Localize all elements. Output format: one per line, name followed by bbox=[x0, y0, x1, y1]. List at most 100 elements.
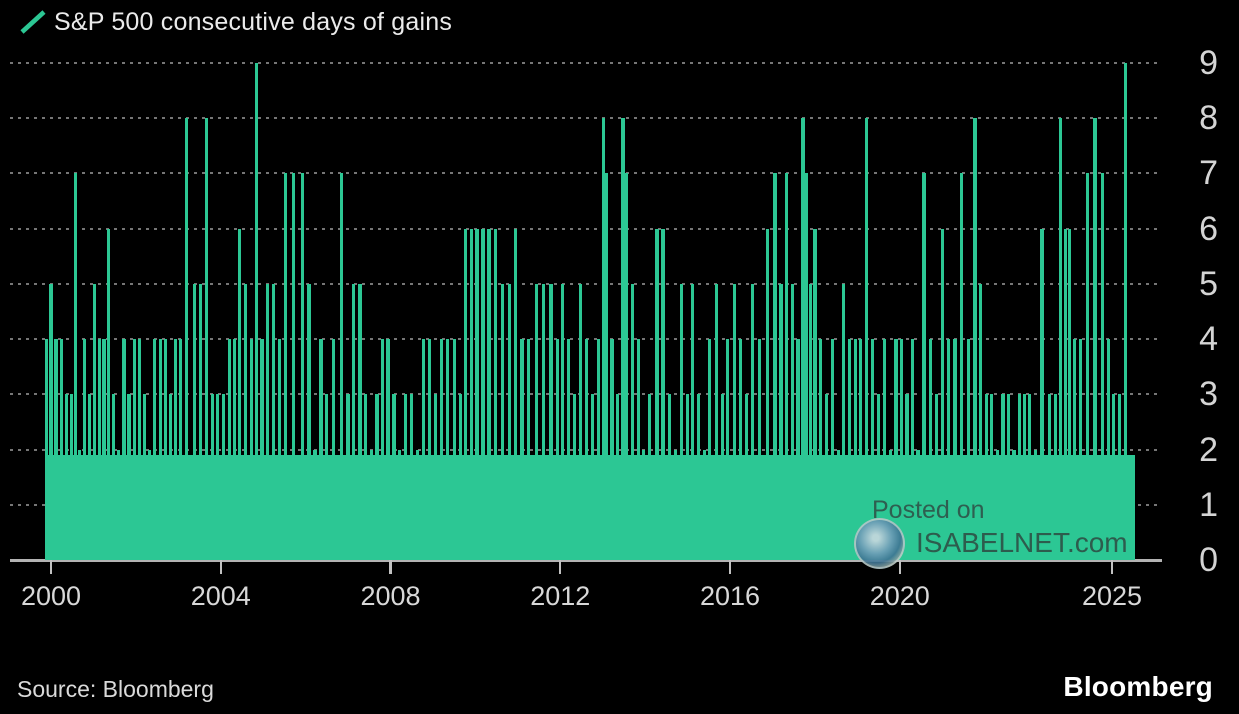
x-axis-label-2025: 2025 bbox=[1081, 581, 1143, 611]
bar bbox=[117, 449, 121, 560]
bar bbox=[934, 394, 938, 560]
bar bbox=[674, 449, 678, 560]
x-axis-label-2008: 2008 bbox=[360, 581, 421, 611]
x-axis-label-2012: 2012 bbox=[530, 581, 591, 611]
bar bbox=[494, 228, 498, 560]
bar bbox=[928, 339, 932, 560]
bar bbox=[192, 283, 197, 560]
y-axis-label-1: 1 bbox=[1199, 485, 1218, 524]
bar bbox=[610, 339, 614, 560]
bar bbox=[1053, 394, 1057, 560]
bar bbox=[894, 339, 898, 560]
bar bbox=[831, 339, 835, 560]
bar bbox=[527, 339, 531, 560]
bar bbox=[979, 283, 983, 560]
bar bbox=[630, 283, 634, 560]
bar bbox=[1123, 63, 1127, 560]
bar bbox=[87, 394, 91, 560]
bar bbox=[621, 118, 625, 560]
bar bbox=[73, 173, 77, 560]
bar bbox=[1017, 394, 1022, 560]
bar bbox=[668, 394, 672, 560]
bar bbox=[984, 394, 988, 560]
bar bbox=[561, 283, 565, 560]
bar bbox=[97, 339, 101, 560]
bar bbox=[809, 283, 813, 560]
bar bbox=[331, 339, 335, 560]
x-tick-2025 bbox=[1110, 560, 1114, 574]
bar bbox=[392, 394, 396, 560]
bar bbox=[205, 118, 209, 560]
bar bbox=[1101, 173, 1105, 560]
bar bbox=[549, 283, 553, 560]
bar bbox=[82, 339, 86, 560]
bar bbox=[1112, 394, 1116, 560]
bar bbox=[520, 339, 524, 560]
bar bbox=[500, 283, 505, 560]
bar bbox=[249, 339, 253, 560]
y-axis-label-8: 8 bbox=[1199, 99, 1218, 138]
bar bbox=[779, 283, 783, 560]
bar bbox=[1073, 339, 1077, 560]
bar bbox=[720, 394, 724, 560]
chart-title: S&P 500 consecutive days of gains bbox=[54, 8, 453, 36]
bar bbox=[1117, 394, 1121, 560]
bar bbox=[158, 339, 163, 560]
bar bbox=[127, 394, 131, 560]
bar bbox=[1093, 118, 1097, 560]
bar bbox=[54, 339, 58, 560]
bar bbox=[922, 173, 926, 560]
bar bbox=[446, 339, 450, 560]
zero-baseline bbox=[10, 559, 1162, 562]
bar bbox=[122, 339, 126, 560]
bar bbox=[801, 118, 805, 560]
bar bbox=[272, 283, 276, 560]
bar bbox=[137, 339, 141, 560]
bar bbox=[452, 339, 456, 560]
y-axis-label-3: 3 bbox=[1199, 375, 1218, 414]
bar bbox=[1086, 173, 1090, 560]
bar bbox=[358, 283, 362, 560]
isabelnet-globe-icon bbox=[854, 518, 905, 569]
bar bbox=[260, 339, 264, 560]
bar bbox=[238, 228, 242, 560]
bar bbox=[375, 394, 379, 560]
bar bbox=[641, 449, 646, 560]
bar bbox=[691, 283, 695, 560]
bar bbox=[346, 394, 350, 560]
x-tick-2012 bbox=[559, 560, 562, 574]
bloomberg-logo: Bloomberg bbox=[1063, 671, 1213, 702]
bar bbox=[579, 283, 583, 560]
bar bbox=[49, 283, 53, 560]
bar bbox=[92, 283, 96, 560]
x-axis-label-2000: 2000 bbox=[20, 581, 82, 611]
bar bbox=[427, 339, 432, 560]
bar bbox=[573, 394, 577, 560]
bar bbox=[319, 339, 323, 560]
bar bbox=[534, 283, 539, 560]
bar bbox=[732, 283, 736, 560]
bar bbox=[142, 394, 146, 560]
bar bbox=[615, 394, 620, 560]
bar bbox=[198, 283, 202, 560]
bar bbox=[842, 283, 846, 560]
bar bbox=[966, 339, 971, 560]
bar bbox=[725, 339, 730, 560]
bar bbox=[1078, 339, 1083, 560]
bar bbox=[469, 228, 473, 560]
bar bbox=[871, 339, 875, 560]
bar bbox=[265, 283, 270, 560]
bar bbox=[899, 339, 904, 560]
y-axis-label-6: 6 bbox=[1199, 209, 1218, 248]
bar bbox=[655, 228, 659, 560]
bar bbox=[750, 283, 754, 560]
bar bbox=[292, 173, 296, 560]
bar bbox=[785, 173, 789, 560]
bar bbox=[796, 339, 800, 560]
bar bbox=[882, 339, 887, 560]
bar bbox=[351, 283, 355, 560]
bar bbox=[106, 228, 110, 560]
bar bbox=[340, 173, 344, 560]
bar bbox=[410, 394, 414, 560]
